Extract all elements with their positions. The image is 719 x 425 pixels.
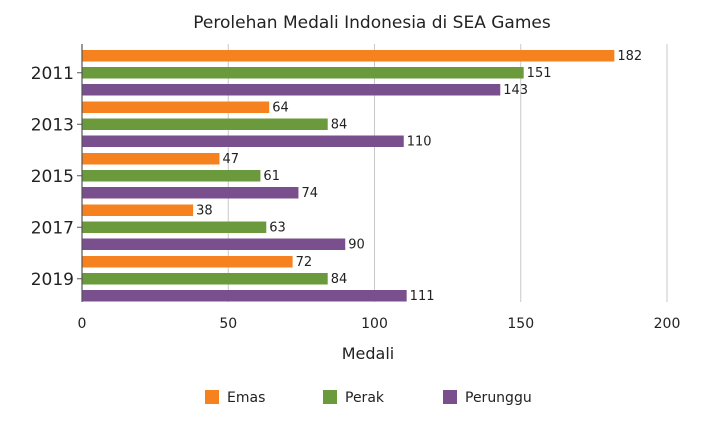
- bar-emas-2013: [82, 101, 270, 113]
- data-label: 38: [196, 204, 213, 219]
- y-category-label: 2017: [31, 218, 74, 238]
- data-label: 84: [331, 118, 348, 133]
- bar-emas-2019: [82, 256, 293, 268]
- legend-swatch: [443, 390, 457, 404]
- data-label: 72: [296, 255, 313, 270]
- legend-swatch: [205, 390, 219, 404]
- data-label: 143: [503, 83, 528, 98]
- x-tick-label: 50: [219, 316, 237, 332]
- data-labels: 182 151 143 64 84 110 47 61 74 38 63 90 72 84 111: [196, 49, 642, 304]
- data-label: 64: [272, 101, 289, 116]
- x-axis-title: Medali: [342, 344, 395, 363]
- data-label: 111: [410, 289, 435, 304]
- legend-label: Perunggu: [465, 390, 532, 406]
- x-tick-label: 0: [78, 316, 87, 332]
- legend-swatch: [323, 390, 337, 404]
- bar-perak-2017: [82, 221, 267, 233]
- bar-perak-2013: [82, 118, 328, 130]
- x-tick-label: 100: [361, 316, 388, 332]
- y-category-label: 2013: [31, 115, 74, 135]
- gridlines: [227, 44, 668, 302]
- legend-label: Emas: [227, 390, 265, 406]
- data-label: 84: [331, 272, 348, 287]
- data-label: 90: [348, 238, 365, 253]
- bar-perak-2011: [82, 67, 524, 79]
- x-tick-label: 200: [654, 316, 681, 332]
- x-tick-label: 150: [507, 316, 534, 332]
- data-label: 47: [222, 152, 239, 167]
- bar-emas-2011: [82, 50, 615, 62]
- chart-title: Perolehan Medali Indonesia di SEA Games: [193, 13, 551, 33]
- bar-perunggu-2013: [82, 135, 404, 147]
- data-label: 61: [263, 169, 280, 184]
- legend: Emas Perak Perunggu: [205, 390, 532, 406]
- bar-perunggu-2019: [82, 290, 407, 302]
- bar-perak-2015: [82, 170, 261, 182]
- bar-perunggu-2017: [82, 238, 346, 250]
- y-axis-categories: 2011 2013 2015 2017 2019: [31, 64, 82, 290]
- legend-label: Perak: [345, 390, 385, 406]
- bar-perunggu-2011: [82, 84, 501, 96]
- y-category-label: 2019: [31, 270, 74, 290]
- data-label: 74: [301, 186, 318, 201]
- bar-emas-2015: [82, 153, 220, 165]
- bar-emas-2017: [82, 204, 194, 216]
- x-axis-ticks: 0 50 100 150 200: [78, 316, 681, 332]
- bar-perak-2019: [82, 273, 328, 285]
- data-label: 151: [527, 66, 552, 81]
- bars: [82, 50, 615, 302]
- y-category-label: 2015: [31, 167, 74, 187]
- data-label: 63: [269, 221, 286, 236]
- bar-perunggu-2015: [82, 187, 299, 199]
- data-label: 182: [617, 49, 642, 64]
- y-category-label: 2011: [31, 64, 74, 84]
- data-label: 110: [407, 135, 432, 150]
